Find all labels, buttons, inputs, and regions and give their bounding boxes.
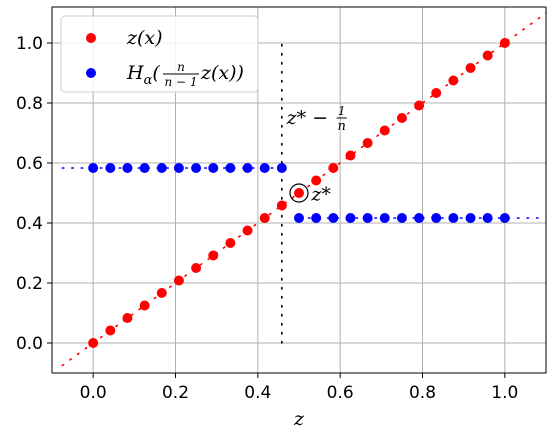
y-tick-label-4: 0.8	[16, 94, 43, 114]
x-axis-label: z	[293, 408, 305, 427]
z-point-14	[328, 163, 339, 174]
z-point-1	[105, 325, 116, 336]
h-point-3	[139, 163, 150, 174]
threshold-fraction-numerator: 1	[338, 104, 346, 118]
y-tick-label-1: 0.2	[16, 274, 43, 294]
h-point-5	[173, 163, 184, 174]
h-point-13	[311, 212, 322, 223]
z-point-21	[448, 75, 459, 86]
legend-frac-denominator: n − 1	[164, 75, 197, 89]
legend-marker-z	[86, 33, 96, 43]
h-point-17	[379, 212, 390, 223]
z-point-4	[156, 287, 167, 298]
y-tick-label-2: 0.4	[16, 214, 43, 234]
z-point-0	[88, 338, 99, 348]
x-tick-label-2: 0.4	[244, 383, 271, 403]
legend-label-z: z(x)	[126, 27, 163, 49]
tick-labels: 0.0 0.2 0.4 0.6 0.8 1.0 0.0 0.2 0.4 0.6 0.8 1.0	[16, 34, 518, 403]
legend-label-h-main: H	[126, 62, 144, 84]
h-point-7	[208, 163, 219, 174]
annotations: z* − 1 n z*	[286, 104, 347, 206]
x-tick-label-1: 0.2	[162, 383, 189, 403]
legend-label-h-open: (	[152, 62, 160, 84]
y-tick-label-3: 0.6	[16, 154, 43, 174]
z-point-12	[294, 188, 304, 198]
z-point-2	[122, 313, 133, 324]
plot-frame	[51, 6, 547, 374]
h-point-8	[225, 163, 236, 174]
z-point-16	[362, 137, 373, 148]
legend-label-h-sub: α	[144, 73, 153, 88]
h-point-24	[499, 212, 510, 223]
z-point-13	[311, 175, 322, 186]
legend: z(x) Hα( ­ ­ ­ ­ ­ ­ ­z(x)) n n − 1	[60, 15, 259, 93]
zstar-highlight-ring	[289, 183, 309, 203]
h-point-20	[431, 212, 442, 223]
z-point-18	[396, 113, 407, 123]
x-tick-label-3: 0.6	[327, 383, 354, 403]
z-point-15	[345, 150, 356, 161]
x-tick-label-4: 0.8	[409, 383, 436, 403]
h-point-2	[122, 163, 133, 174]
threshold-annotation: z* −	[286, 107, 328, 129]
z-point-17	[379, 125, 390, 136]
y-tick-label-0: 0.0	[16, 334, 43, 354]
z-point-23	[482, 50, 493, 61]
z-point-6	[191, 263, 202, 273]
y-tick-label-5: 1.0	[16, 34, 43, 54]
h-point-19	[414, 212, 425, 223]
z-point-10	[259, 212, 270, 223]
threshold-fraction-denominator: n	[337, 119, 345, 134]
zstar-annotation: z*	[310, 184, 331, 206]
legend-label-h: Hα( ­ ­ ­ ­ ­ ­ ­z(x))	[126, 62, 244, 88]
h-point-16	[362, 212, 373, 223]
z-point-7	[208, 250, 219, 261]
h-point-6	[191, 163, 202, 174]
legend-frac-numerator: n	[177, 60, 185, 74]
h-point-4	[156, 163, 167, 174]
h-point-9	[242, 163, 253, 174]
z-point-5	[173, 275, 184, 286]
z-point-8	[225, 238, 236, 249]
z-point-11	[276, 200, 287, 211]
x-tick-label-0: 0.0	[80, 383, 107, 403]
h-point-12	[294, 212, 304, 223]
z-point-20	[431, 88, 442, 99]
h-point-15	[345, 212, 356, 223]
h-point-21	[448, 212, 459, 223]
legend-label-h-arg: z(x))	[200, 62, 244, 84]
data-marks	[88, 38, 510, 348]
h-point-10	[259, 163, 270, 174]
z-point-24	[499, 38, 510, 48]
z-point-9	[242, 225, 253, 236]
h-point-0	[88, 163, 99, 174]
legend-marker-h	[86, 68, 96, 78]
h-point-1	[105, 163, 116, 174]
h-point-18	[396, 212, 407, 223]
threshold-annotation-main: z* −	[286, 107, 328, 129]
h-point-22	[465, 212, 476, 223]
z-point-3	[139, 300, 150, 311]
z-point-19	[414, 100, 425, 111]
h-point-14	[328, 212, 339, 223]
x-tick-label-5: 1.0	[491, 383, 518, 403]
h-point-11	[276, 163, 287, 174]
h-point-23	[482, 212, 493, 223]
z-point-22	[465, 62, 476, 73]
legend-box	[60, 15, 259, 93]
